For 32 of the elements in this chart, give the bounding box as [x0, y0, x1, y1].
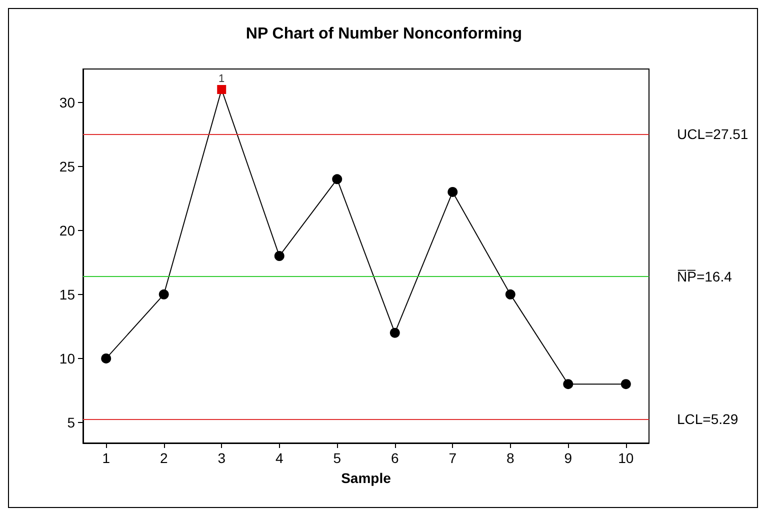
- point: [448, 186, 458, 197]
- point: [390, 328, 400, 338]
- x-axis-title: Sample: [341, 470, 392, 486]
- chart-title: NP Chart of Number Nonconforming: [246, 26, 522, 42]
- y-tick-label: 10: [59, 350, 76, 366]
- point: [620, 379, 631, 390]
- y-tick-label: 5: [67, 414, 76, 431]
- point: [101, 353, 112, 364]
- x-tick-label: 9: [564, 450, 572, 466]
- ref-line-label: LCL=5.29: [677, 410, 738, 427]
- point: [274, 251, 284, 261]
- x-tick-label: 6: [390, 450, 399, 466]
- ref-line-label: UCL=27.51: [677, 126, 748, 142]
- annotation: 1: [218, 72, 225, 85]
- y-tick-label: 20: [59, 222, 76, 238]
- x-tick-label: 10: [618, 450, 634, 466]
- x-tick-label: 7: [448, 450, 457, 466]
- x-tick-label: 3: [218, 450, 226, 466]
- point: [332, 174, 342, 184]
- y-tick-label: 25: [59, 158, 76, 174]
- x-tick-label: 1: [102, 450, 110, 466]
- point: [505, 289, 516, 300]
- x-tick-label: 8: [506, 450, 514, 466]
- point: [563, 379, 574, 390]
- y-tick-label: 15: [59, 286, 76, 302]
- y-tick-label: 30: [59, 94, 76, 110]
- ref-line-label: N̅P̅=16.4: [676, 268, 732, 284]
- x-tick-label: 2: [160, 450, 168, 466]
- point: [158, 289, 169, 300]
- x-tick-label: 5: [333, 450, 342, 466]
- x-tick-label: 4: [275, 450, 284, 466]
- point: [217, 84, 226, 94]
